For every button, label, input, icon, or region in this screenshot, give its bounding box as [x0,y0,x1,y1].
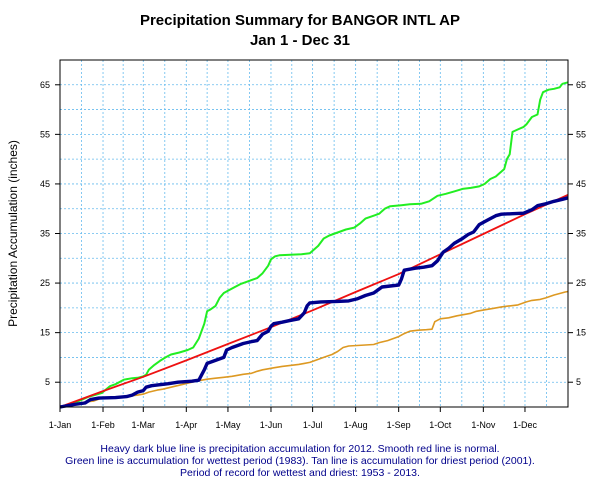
series-line-2012 [59,196,569,409]
caption-line-2: Green line is accumulation for wettest p… [65,455,535,467]
x-tick-label: 1-Nov [471,420,496,430]
ticks: 1-Jan 1-Feb 1-Mar 1-Apr 1-May 1-Jun 1-Jul 1-Aug… [40,80,586,430]
y-tick-label-right: 45 [576,179,586,189]
y-tick-label-right: 15 [576,328,586,338]
y-tick-label-left: 55 [40,129,50,139]
series-line-normal [59,193,569,408]
x-tick-label: 1-Jul [303,420,323,430]
x-tick-label: 1-Oct [429,420,452,430]
x-tick-label: 1-Mar [132,420,156,430]
series-line-driest [59,290,569,408]
x-tick-label: 1-Aug [344,420,368,430]
grid [60,60,568,407]
caption-line-1: Heavy dark blue line is precipitation ac… [100,443,500,455]
y-tick-label-left: 35 [40,229,50,239]
chart-title: Precipitation Summary for BANGOR INTL AP [139,12,461,29]
series-line-wettest [59,81,569,408]
caption-line-3: Period of record for wettest and driest:… [180,467,420,479]
y-tick-label-left: 5 [45,377,50,387]
y-tick-label-right: 5 [576,377,581,387]
y-tick-label-left: 65 [40,80,50,90]
x-tick-label: 1-May [215,420,241,430]
y-tick-label-left: 15 [40,328,50,338]
series-layer [59,81,569,409]
x-tick-label: 1-Sep [387,420,411,430]
y-tick-label-right: 35 [576,229,586,239]
y-tick-label-right: 65 [576,80,586,90]
y-tick-label-left: 25 [40,278,50,288]
y-tick-label-right: 55 [576,129,586,139]
x-tick-label: 1-Feb [91,420,115,430]
x-tick-label: 1-Jan [49,420,72,430]
y-tick-label-left: 45 [40,179,50,189]
x-tick-label: 1-Dec [513,420,538,430]
y-tick-label-right: 25 [576,278,586,288]
x-tick-label: 1-Apr [175,420,197,430]
x-tick-label: 1-Jun [260,420,283,430]
chart-subtitle: Jan 1 - Dec 31 [249,32,351,49]
y-axis-label: Precipitation Accumulation (inches) [6,140,20,327]
